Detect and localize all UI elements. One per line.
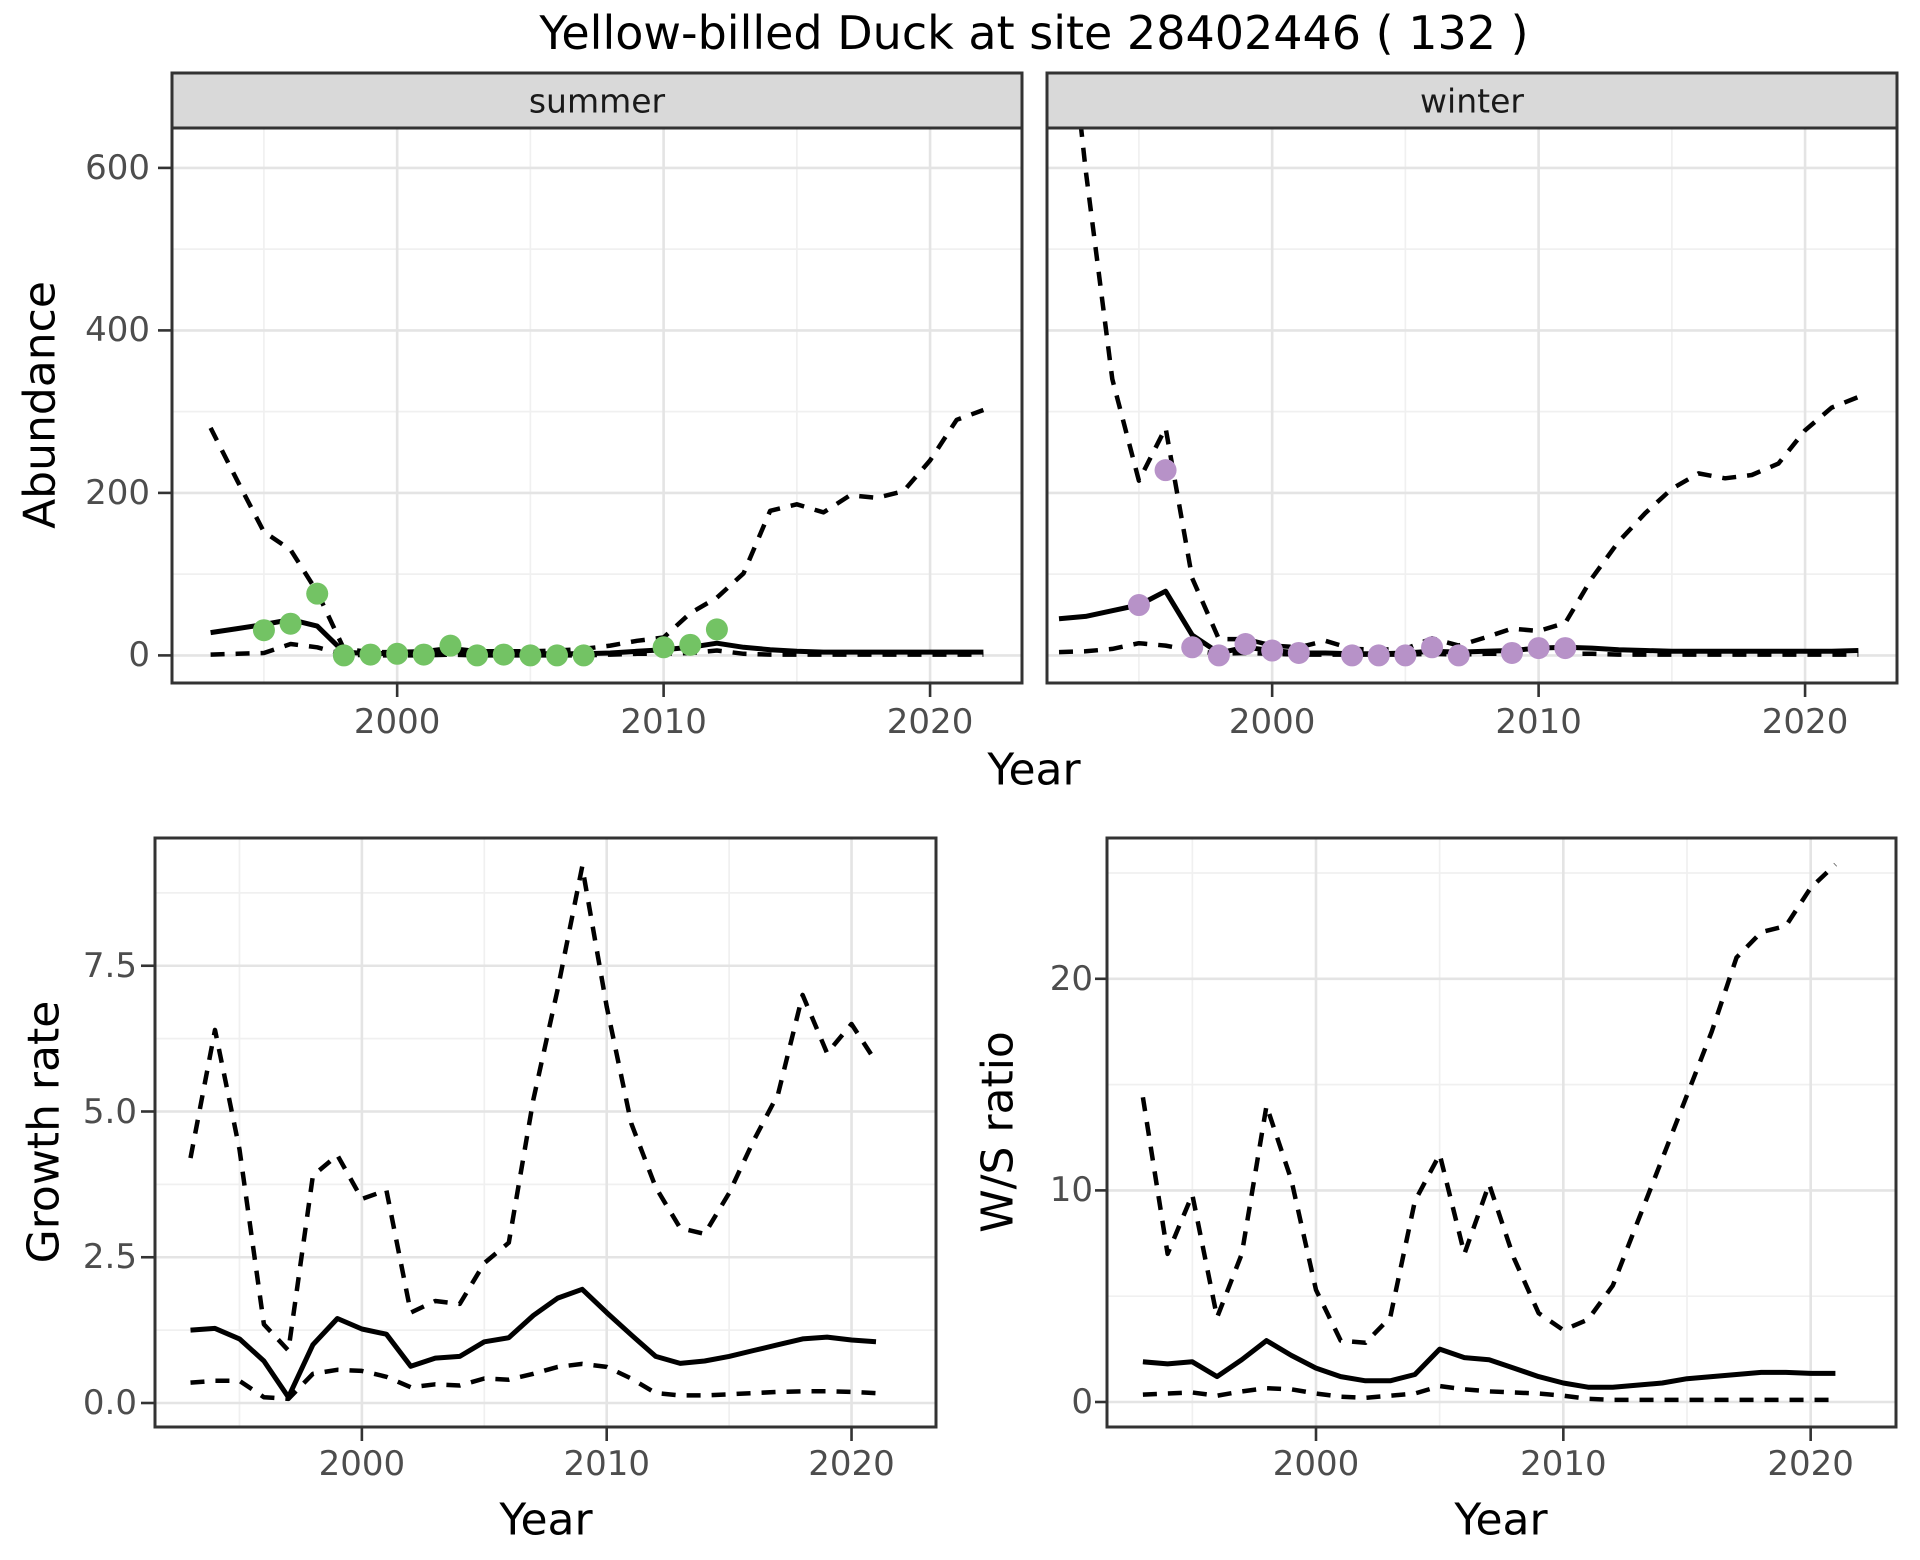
observation-point	[705, 618, 728, 641]
y-tick-label: 600	[85, 147, 150, 188]
x-axis-title-year-growth: Year	[499, 1494, 593, 1546]
x-tick-label: 2010	[1495, 702, 1582, 742]
upper_95ci-line	[208, 407, 985, 655]
y-tick-label: 20	[1049, 958, 1093, 999]
observation-point	[652, 636, 675, 659]
facet-label-summer: summer	[528, 81, 666, 121]
y-tick-label: 0.0	[82, 1383, 137, 1423]
facet-strip-winter	[1045, 71, 1899, 130]
x-tick-label: 2020	[808, 1444, 895, 1484]
observation-point	[1527, 637, 1550, 660]
y-tick-label: 2.5	[82, 1237, 137, 1278]
panel-bg-abundance-summer	[172, 128, 1022, 683]
y-tick-label: 200	[85, 472, 150, 513]
facet-label-winter: winter	[1420, 81, 1524, 121]
observation-point	[466, 644, 489, 667]
y-axis-title-growth-rate: Growth rate	[18, 1000, 70, 1264]
upper_95ci-line	[188, 864, 878, 1353]
x-axis-title-year-top: Year	[987, 744, 1081, 796]
y-tick-label: 5.0	[82, 1091, 137, 1132]
observation-point	[306, 582, 329, 605]
y-tick-label: 0	[1071, 1382, 1093, 1422]
panel-bg-growth-rate	[155, 838, 936, 1427]
facet-strip-summer	[170, 71, 1024, 130]
median-line	[190, 1286, 877, 1400]
observation-point	[279, 612, 302, 635]
lower_95ci-line	[190, 1361, 877, 1402]
y-axis-title-ws-ratio: W/S ratio	[972, 1031, 1024, 1233]
panel-bg-ws-ratio	[1107, 838, 1896, 1427]
observation-point	[1287, 641, 1310, 664]
x-tick-label: 2000	[318, 1444, 406, 1484]
observation-point	[546, 644, 569, 667]
panel-border-growth-rate	[153, 836, 938, 1429]
x-tick-label: 2000	[353, 702, 441, 742]
x-tick-label: 2010	[563, 1444, 650, 1484]
observation-point	[1500, 641, 1523, 664]
lower_95ci-line	[1142, 1383, 1836, 1403]
observation-point	[1447, 644, 1470, 667]
x-tick-label: 2010	[620, 702, 707, 742]
y-tick-label: 0	[128, 635, 150, 676]
panel-bg-abundance-winter	[1047, 128, 1897, 683]
observation-point	[1261, 639, 1284, 662]
y-axis-title-abundance: Abundance	[14, 281, 66, 529]
observation-point	[1181, 636, 1204, 659]
observation-point	[332, 644, 355, 667]
observation-point	[252, 619, 275, 642]
x-tick-label: 2020	[1767, 1444, 1854, 1484]
observation-point	[572, 644, 595, 667]
observation-point	[1154, 459, 1177, 482]
x-tick-label: 2000	[1272, 1444, 1360, 1484]
y-tick-label: 10	[1049, 1170, 1093, 1211]
chart-title: Yellow-billed Duck at site 28402446 ( 13…	[539, 6, 1529, 60]
observation-point	[519, 644, 542, 667]
observation-point	[679, 633, 702, 656]
panel-border-ws-ratio	[1105, 836, 1898, 1429]
median-line	[1142, 1338, 1836, 1390]
observation-point	[1207, 644, 1230, 667]
x-tick-label: 2020	[886, 702, 974, 742]
observation-point	[1127, 594, 1150, 617]
observation-point	[1234, 633, 1257, 656]
y-tick-label: 7.5	[82, 945, 137, 986]
observation-point	[412, 643, 435, 666]
observation-point	[1367, 644, 1390, 667]
upper_95ci-line	[1140, 862, 1837, 1346]
x-tick-label: 2010	[1520, 1444, 1607, 1484]
x-axis-title-year-ws: Year	[1454, 1494, 1548, 1546]
observation-point	[1554, 637, 1577, 660]
x-tick-label: 2000	[1228, 702, 1316, 742]
observation-point	[386, 642, 409, 665]
x-tick-label: 2020	[1761, 702, 1849, 742]
observation-point	[492, 643, 515, 666]
observation-point	[439, 634, 462, 657]
observation-point	[1341, 644, 1364, 667]
observation-point	[1394, 644, 1417, 667]
observation-point	[359, 643, 382, 666]
y-tick-label: 400	[85, 310, 150, 351]
observation-point	[1421, 636, 1444, 659]
